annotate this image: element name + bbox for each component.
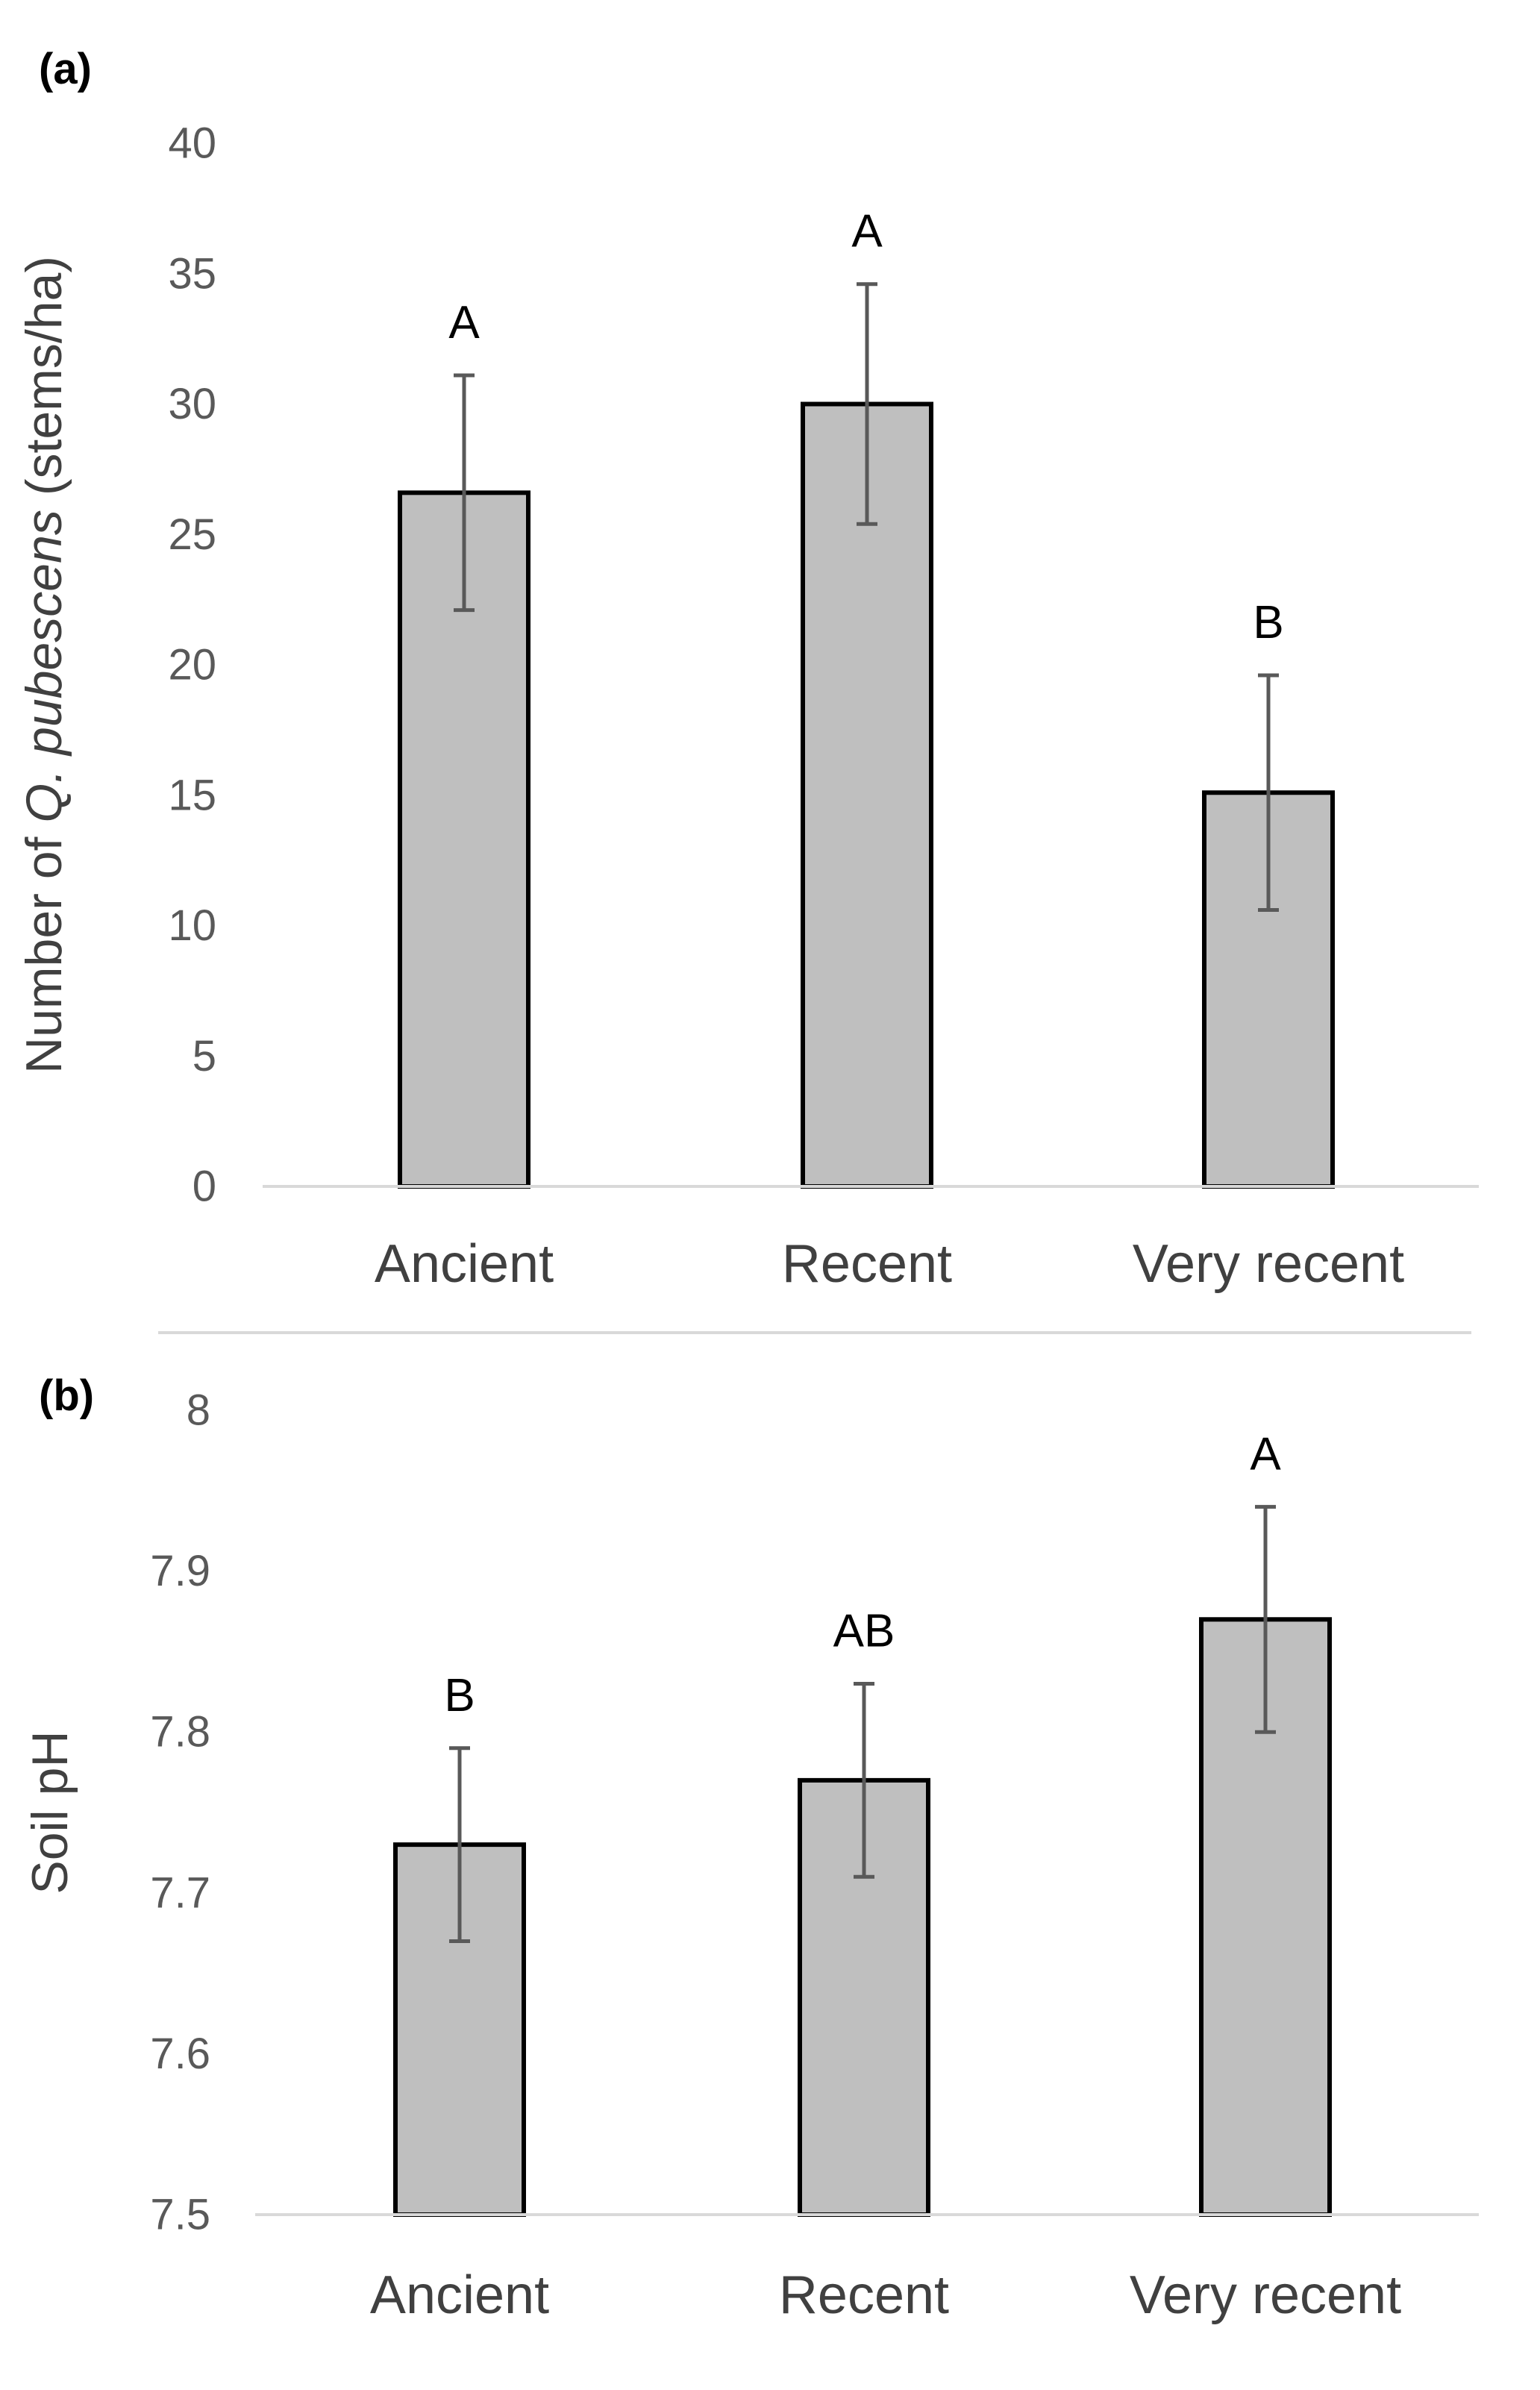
x-category-label: Ancient	[375, 1234, 554, 1294]
significance-label: B	[444, 1670, 475, 1721]
chart-panel-a: (a) 0 5 10 15 20 25 30 35 40 Number of Q. pubescen…	[16, 45, 1479, 1294]
significance-label: A	[851, 206, 883, 257]
panel-label-a: (a)	[39, 45, 92, 93]
y-tick-label: 25	[168, 510, 216, 559]
y-tick-label: 7.7	[150, 1868, 210, 1917]
x-category-label: Recent	[782, 1234, 952, 1294]
x-category-label: Very recent	[1130, 2265, 1401, 2325]
y-tick-label: 8	[187, 1386, 210, 1435]
significance-label: A	[448, 297, 480, 348]
y-tick-label: 40	[168, 119, 216, 168]
y-tick-label: 7.8	[150, 1708, 210, 1756]
y-tick-label: 7.5	[150, 2191, 210, 2239]
y-axis-title-part: Number of	[16, 823, 72, 1074]
y-tick-label: 7.9	[150, 1547, 210, 1595]
x-category-label: Very recent	[1133, 1234, 1404, 1294]
y-axis-title-a: Number of Q. pubescens (stems/ha)	[16, 256, 72, 1074]
significance-label: B	[1253, 597, 1283, 648]
y-axis-title-part: Q. pubescens	[16, 510, 72, 823]
y-tick-label: 20	[168, 641, 216, 689]
chart-panel-b: (b) 7.5 7.6 7.7 7.8 7.9 8 Soil pH B Ancient AB Rece…	[22, 1371, 1479, 2325]
y-tick-label: 0	[192, 1163, 216, 1211]
y-axis-title-part: (stems/ha)	[16, 256, 72, 510]
y-tick-label: 5	[192, 1032, 216, 1080]
significance-label: AB	[833, 1606, 895, 1657]
significance-label: A	[1250, 1428, 1281, 1480]
x-category-label: Recent	[779, 2265, 949, 2325]
y-axis-title-part: Soil pH	[22, 1730, 78, 1894]
y-tick-label: 10	[168, 901, 216, 950]
y-axis-title-b: Soil pH	[22, 1730, 78, 1894]
y-tick-label: 35	[168, 249, 216, 298]
y-tick-label: 30	[168, 380, 216, 428]
panel-label-b: (b)	[39, 1371, 94, 1420]
x-category-label: Ancient	[370, 2265, 549, 2325]
y-tick-label: 7.6	[150, 2030, 210, 2078]
y-tick-label: 15	[168, 771, 216, 819]
